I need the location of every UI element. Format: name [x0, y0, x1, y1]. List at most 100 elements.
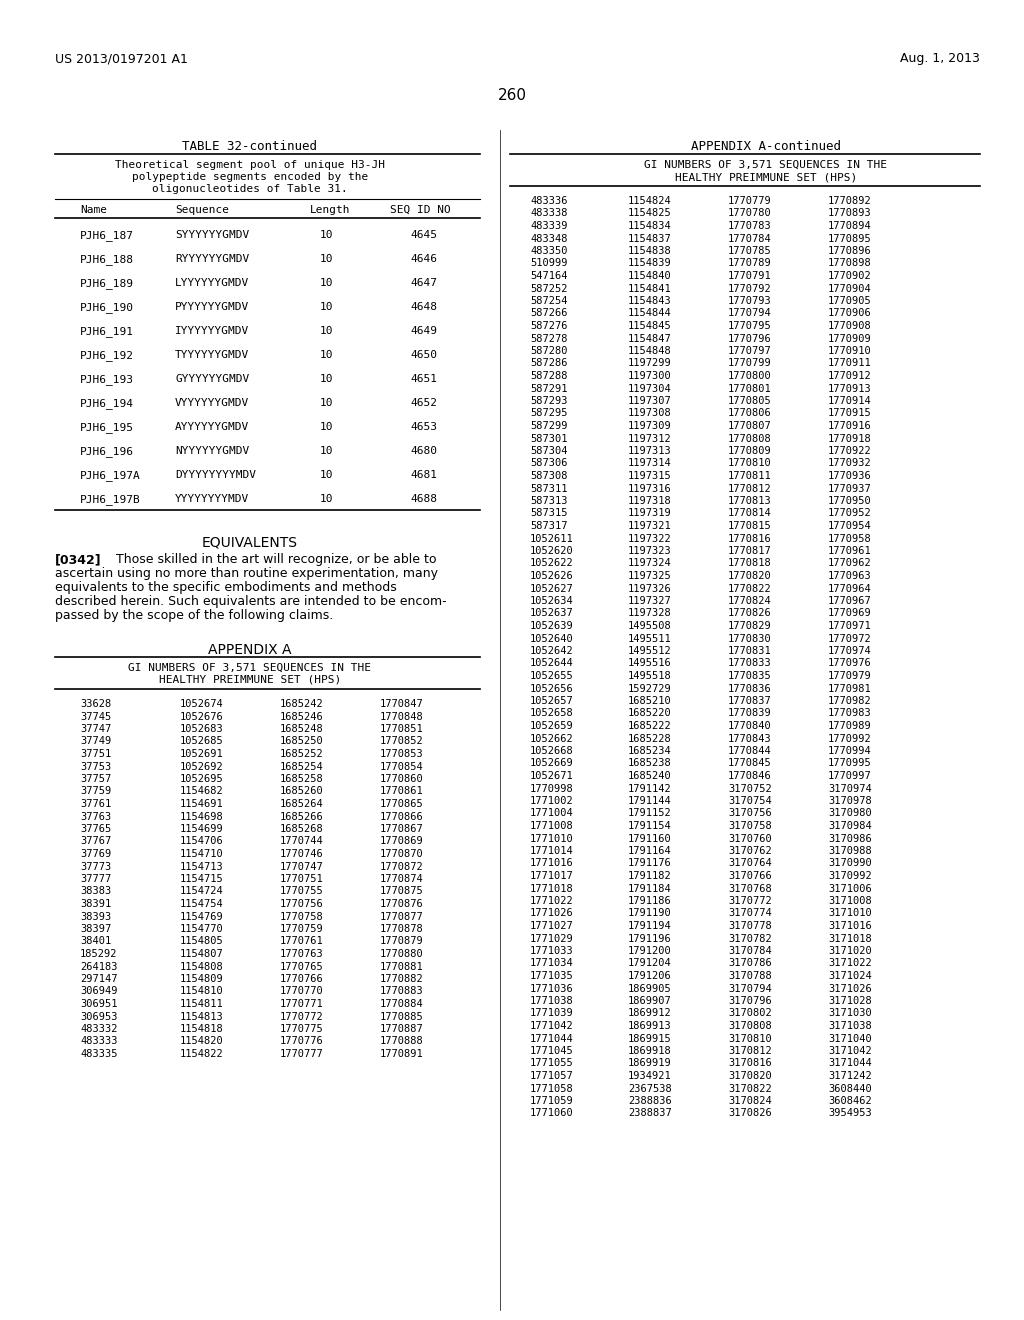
Text: 1791194: 1791194 — [628, 921, 672, 931]
Text: 1770758: 1770758 — [280, 912, 324, 921]
Text: 10: 10 — [319, 350, 334, 360]
Text: 3171026: 3171026 — [828, 983, 871, 994]
Text: 3171040: 3171040 — [828, 1034, 871, 1044]
Text: 1771038: 1771038 — [530, 997, 573, 1006]
Text: 3170816: 3170816 — [728, 1059, 772, 1068]
Text: 1771034: 1771034 — [530, 958, 573, 969]
Text: 1771018: 1771018 — [530, 883, 573, 894]
Text: 1770835: 1770835 — [728, 671, 772, 681]
Text: 587306: 587306 — [530, 458, 567, 469]
Text: 1154838: 1154838 — [628, 246, 672, 256]
Text: 1791206: 1791206 — [628, 972, 672, 981]
Text: 1770914: 1770914 — [828, 396, 871, 407]
Text: 10: 10 — [319, 253, 334, 264]
Text: 37753: 37753 — [80, 762, 112, 771]
Text: 1770879: 1770879 — [380, 936, 424, 946]
Text: EQUIVALENTS: EQUIVALENTS — [202, 535, 298, 549]
Text: 297147: 297147 — [80, 974, 118, 983]
Text: 37747: 37747 — [80, 723, 112, 734]
Text: 3170812: 3170812 — [728, 1045, 772, 1056]
Text: 1770759: 1770759 — [280, 924, 324, 935]
Text: 4646: 4646 — [410, 253, 437, 264]
Text: 1154710: 1154710 — [180, 849, 224, 859]
Text: 1592729: 1592729 — [628, 684, 672, 693]
Text: 1197318: 1197318 — [628, 496, 672, 506]
Text: 483335: 483335 — [80, 1049, 118, 1059]
Text: 1770905: 1770905 — [828, 296, 871, 306]
Text: 1770912: 1770912 — [828, 371, 871, 381]
Text: 3170758: 3170758 — [728, 821, 772, 832]
Text: 1154805: 1154805 — [180, 936, 224, 946]
Text: 1770845: 1770845 — [728, 759, 772, 768]
Text: 1052691: 1052691 — [180, 748, 224, 759]
Text: 1869918: 1869918 — [628, 1045, 672, 1056]
Text: PJH6_191: PJH6_191 — [80, 326, 134, 337]
Text: 37749: 37749 — [80, 737, 112, 747]
Text: 1154754: 1154754 — [180, 899, 224, 909]
Text: 1770830: 1770830 — [728, 634, 772, 644]
Text: 37773: 37773 — [80, 862, 112, 871]
Text: 1771022: 1771022 — [530, 896, 573, 906]
Text: 1770885: 1770885 — [380, 1011, 424, 1022]
Text: polypeptide segments encoded by the: polypeptide segments encoded by the — [132, 172, 368, 182]
Text: 1791154: 1791154 — [628, 821, 672, 832]
Text: 38397: 38397 — [80, 924, 112, 935]
Text: 587304: 587304 — [530, 446, 567, 455]
Text: 1495518: 1495518 — [628, 671, 672, 681]
Text: Sequence: Sequence — [175, 205, 229, 215]
Text: 33628: 33628 — [80, 700, 112, 709]
Text: 1771016: 1771016 — [530, 858, 573, 869]
Text: 1770797: 1770797 — [728, 346, 772, 356]
Text: 4650: 4650 — [410, 350, 437, 360]
Text: 1791182: 1791182 — [628, 871, 672, 880]
Text: 1154809: 1154809 — [180, 974, 224, 983]
Text: 1154698: 1154698 — [180, 812, 224, 821]
Text: 1770829: 1770829 — [728, 620, 772, 631]
Text: 1154818: 1154818 — [180, 1024, 224, 1034]
Text: 1052644: 1052644 — [530, 659, 573, 668]
Text: 1771059: 1771059 — [530, 1096, 573, 1106]
Text: 3170794: 3170794 — [728, 983, 772, 994]
Text: 1770815: 1770815 — [728, 521, 772, 531]
Text: 1770780: 1770780 — [728, 209, 772, 219]
Text: 1770766: 1770766 — [280, 974, 324, 983]
Text: 3170756: 3170756 — [728, 808, 772, 818]
Text: 1770878: 1770878 — [380, 924, 424, 935]
Text: 1770839: 1770839 — [728, 709, 772, 718]
Text: 1197312: 1197312 — [628, 433, 672, 444]
Text: 3170764: 3170764 — [728, 858, 772, 869]
Text: 1770785: 1770785 — [728, 246, 772, 256]
Text: 4648: 4648 — [410, 302, 437, 312]
Text: 1154840: 1154840 — [628, 271, 672, 281]
Text: 483339: 483339 — [530, 220, 567, 231]
Text: 10: 10 — [319, 399, 334, 408]
Text: 3170778: 3170778 — [728, 921, 772, 931]
Text: 483338: 483338 — [530, 209, 567, 219]
Text: 1154813: 1154813 — [180, 1011, 224, 1022]
Text: 1154769: 1154769 — [180, 912, 224, 921]
Text: NYYYYYYGMDV: NYYYYYYGMDV — [175, 446, 249, 455]
Text: 1154834: 1154834 — [628, 220, 672, 231]
Text: 10: 10 — [319, 422, 334, 432]
Text: 1770870: 1770870 — [380, 849, 424, 859]
Text: 3170772: 3170772 — [728, 896, 772, 906]
Text: 483336: 483336 — [530, 195, 567, 206]
Text: 1197315: 1197315 — [628, 471, 672, 480]
Text: 1770771: 1770771 — [280, 999, 324, 1008]
Text: RYYYYYYGMDV: RYYYYYYGMDV — [175, 253, 249, 264]
Text: 1052611: 1052611 — [530, 533, 573, 544]
Text: PJH6_189: PJH6_189 — [80, 279, 134, 289]
Text: 1770950: 1770950 — [828, 496, 871, 506]
Text: 1770902: 1770902 — [828, 271, 871, 281]
Text: passed by the scope of the following claims.: passed by the scope of the following cla… — [55, 609, 333, 622]
Text: 1770952: 1770952 — [828, 508, 871, 519]
Text: 1771026: 1771026 — [530, 908, 573, 919]
Text: GYYYYYYGMDV: GYYYYYYGMDV — [175, 374, 249, 384]
Text: 1197321: 1197321 — [628, 521, 672, 531]
Text: 1154825: 1154825 — [628, 209, 672, 219]
Text: 3170824: 3170824 — [728, 1096, 772, 1106]
Text: 1770814: 1770814 — [728, 508, 772, 519]
Text: 1770791: 1770791 — [728, 271, 772, 281]
Text: described herein. Such equivalents are intended to be encom-: described herein. Such equivalents are i… — [55, 595, 446, 609]
Text: 37765: 37765 — [80, 824, 112, 834]
